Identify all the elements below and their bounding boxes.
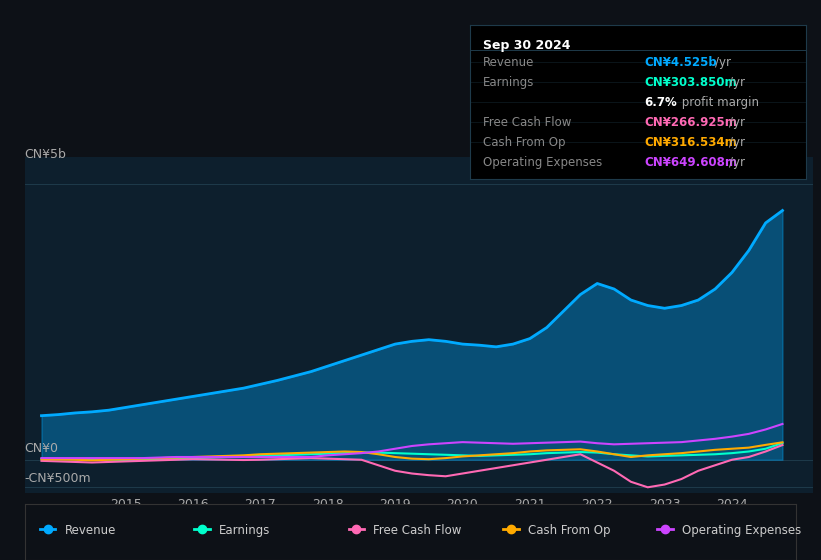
Text: Earnings: Earnings <box>483 76 534 89</box>
Text: /yr: /yr <box>730 76 745 89</box>
Text: Sep 30 2024: Sep 30 2024 <box>483 39 571 52</box>
Text: Earnings: Earnings <box>219 524 270 538</box>
Text: 6.7%: 6.7% <box>644 96 677 109</box>
Text: CN¥5b: CN¥5b <box>25 147 67 161</box>
Text: CN¥316.534m: CN¥316.534m <box>644 136 737 149</box>
Text: Operating Expenses: Operating Expenses <box>483 156 603 169</box>
Text: Cash From Op: Cash From Op <box>483 136 566 149</box>
Text: CN¥4.525b: CN¥4.525b <box>644 56 718 69</box>
Text: CN¥303.850m: CN¥303.850m <box>644 76 737 89</box>
Text: Operating Expenses: Operating Expenses <box>682 524 801 538</box>
Text: Revenue: Revenue <box>65 524 116 538</box>
Text: profit margin: profit margin <box>677 96 759 109</box>
Text: Free Cash Flow: Free Cash Flow <box>483 116 571 129</box>
Text: /yr: /yr <box>730 136 745 149</box>
Text: CN¥266.925m: CN¥266.925m <box>644 116 737 129</box>
Text: Cash From Op: Cash From Op <box>528 524 610 538</box>
Text: CN¥649.608m: CN¥649.608m <box>644 156 737 169</box>
Text: /yr: /yr <box>730 156 745 169</box>
Text: CN¥0: CN¥0 <box>25 441 58 455</box>
Text: Free Cash Flow: Free Cash Flow <box>374 524 462 538</box>
Text: Revenue: Revenue <box>483 56 534 69</box>
Text: /yr: /yr <box>714 56 731 69</box>
Text: /yr: /yr <box>730 116 745 129</box>
Text: -CN¥500m: -CN¥500m <box>25 472 91 486</box>
